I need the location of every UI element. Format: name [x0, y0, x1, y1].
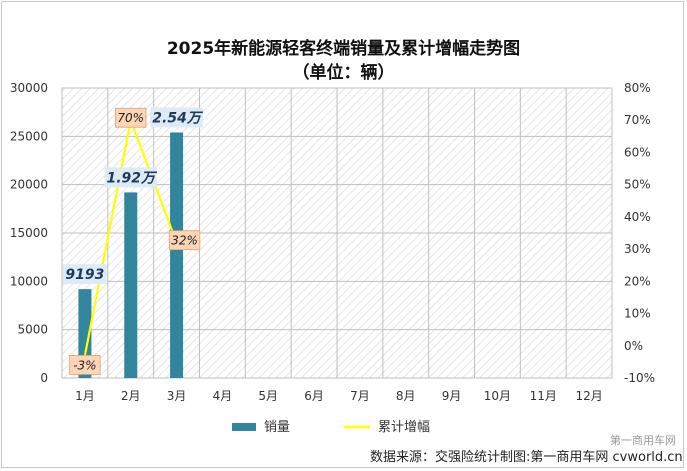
- x-tick-label: 9月: [442, 389, 462, 403]
- y-left-tick-label: 25000: [10, 129, 48, 143]
- legend-label-bar: 销量: [264, 420, 290, 435]
- x-tick-label: 1月: [75, 389, 95, 403]
- bar-data-label: 2.54万: [152, 110, 204, 126]
- y-right-tick-label: 30%: [624, 242, 651, 256]
- x-tick-label: 4月: [213, 389, 233, 403]
- y-left-tick-label: 10000: [10, 274, 48, 288]
- y-right-tick-label: 70%: [624, 113, 651, 127]
- line-data-label: 32%: [171, 234, 198, 248]
- x-tick-label: 2月: [121, 389, 141, 403]
- y-right-tick-label: 20%: [624, 274, 651, 288]
- x-tick-label: 6月: [304, 389, 324, 403]
- y-left-tick-label: 20000: [10, 178, 48, 192]
- line-data-label-bg: [168, 230, 201, 251]
- x-tick-label: 8月: [396, 389, 416, 403]
- y-left-tick-label: 30000: [10, 81, 48, 95]
- line-data-label-bg: [115, 107, 147, 128]
- x-tick-label: 10月: [484, 389, 511, 403]
- chart-title: 2025年新能源轻客终端销量及累计增幅走势图: [166, 39, 521, 59]
- bar-data-label-bg: [150, 107, 203, 128]
- bar-data-label-bg: [62, 264, 107, 285]
- y-left-tick-label: 0: [40, 371, 48, 385]
- y-right-tick-label: 80%: [624, 81, 651, 95]
- y-right-tick-label: 40%: [624, 210, 651, 224]
- x-tick-label: 7月: [350, 389, 370, 403]
- data-source: 数据来源：交强险统计制图:第一商用车网 cvworld.cn: [370, 449, 683, 465]
- legend-label-line: 累计增幅: [378, 420, 430, 435]
- line-data-label: 70%: [117, 111, 144, 125]
- y-left-tick-label: 5000: [17, 323, 48, 337]
- bar-data-label: 9193: [65, 267, 104, 283]
- bar-data-label-bg: [104, 167, 157, 188]
- legend-swatch-bar: [232, 423, 256, 431]
- x-tick-label: 12月: [575, 389, 602, 403]
- y-left-tick-label: 15000: [10, 226, 48, 240]
- watermark: 第一商用车网: [610, 433, 676, 447]
- y-right-tick-label: 60%: [624, 145, 651, 159]
- bar-3月: [170, 132, 184, 378]
- y-right-tick-label: 0%: [624, 339, 643, 353]
- x-tick-label: 11月: [530, 389, 557, 403]
- x-tick-label: 3月: [167, 389, 187, 403]
- y-right-tick-label: -10%: [624, 371, 655, 385]
- y-right-tick-label: 10%: [624, 307, 651, 321]
- chart-subtitle: （单位：辆）: [292, 63, 395, 83]
- bar-2月: [124, 192, 138, 378]
- bar-data-label: 1.92万: [106, 170, 158, 186]
- line-data-label: -3%: [73, 358, 96, 372]
- x-tick-label: 5月: [258, 389, 278, 403]
- line-data-label-bg: [69, 355, 101, 375]
- y-right-tick-label: 50%: [624, 178, 651, 192]
